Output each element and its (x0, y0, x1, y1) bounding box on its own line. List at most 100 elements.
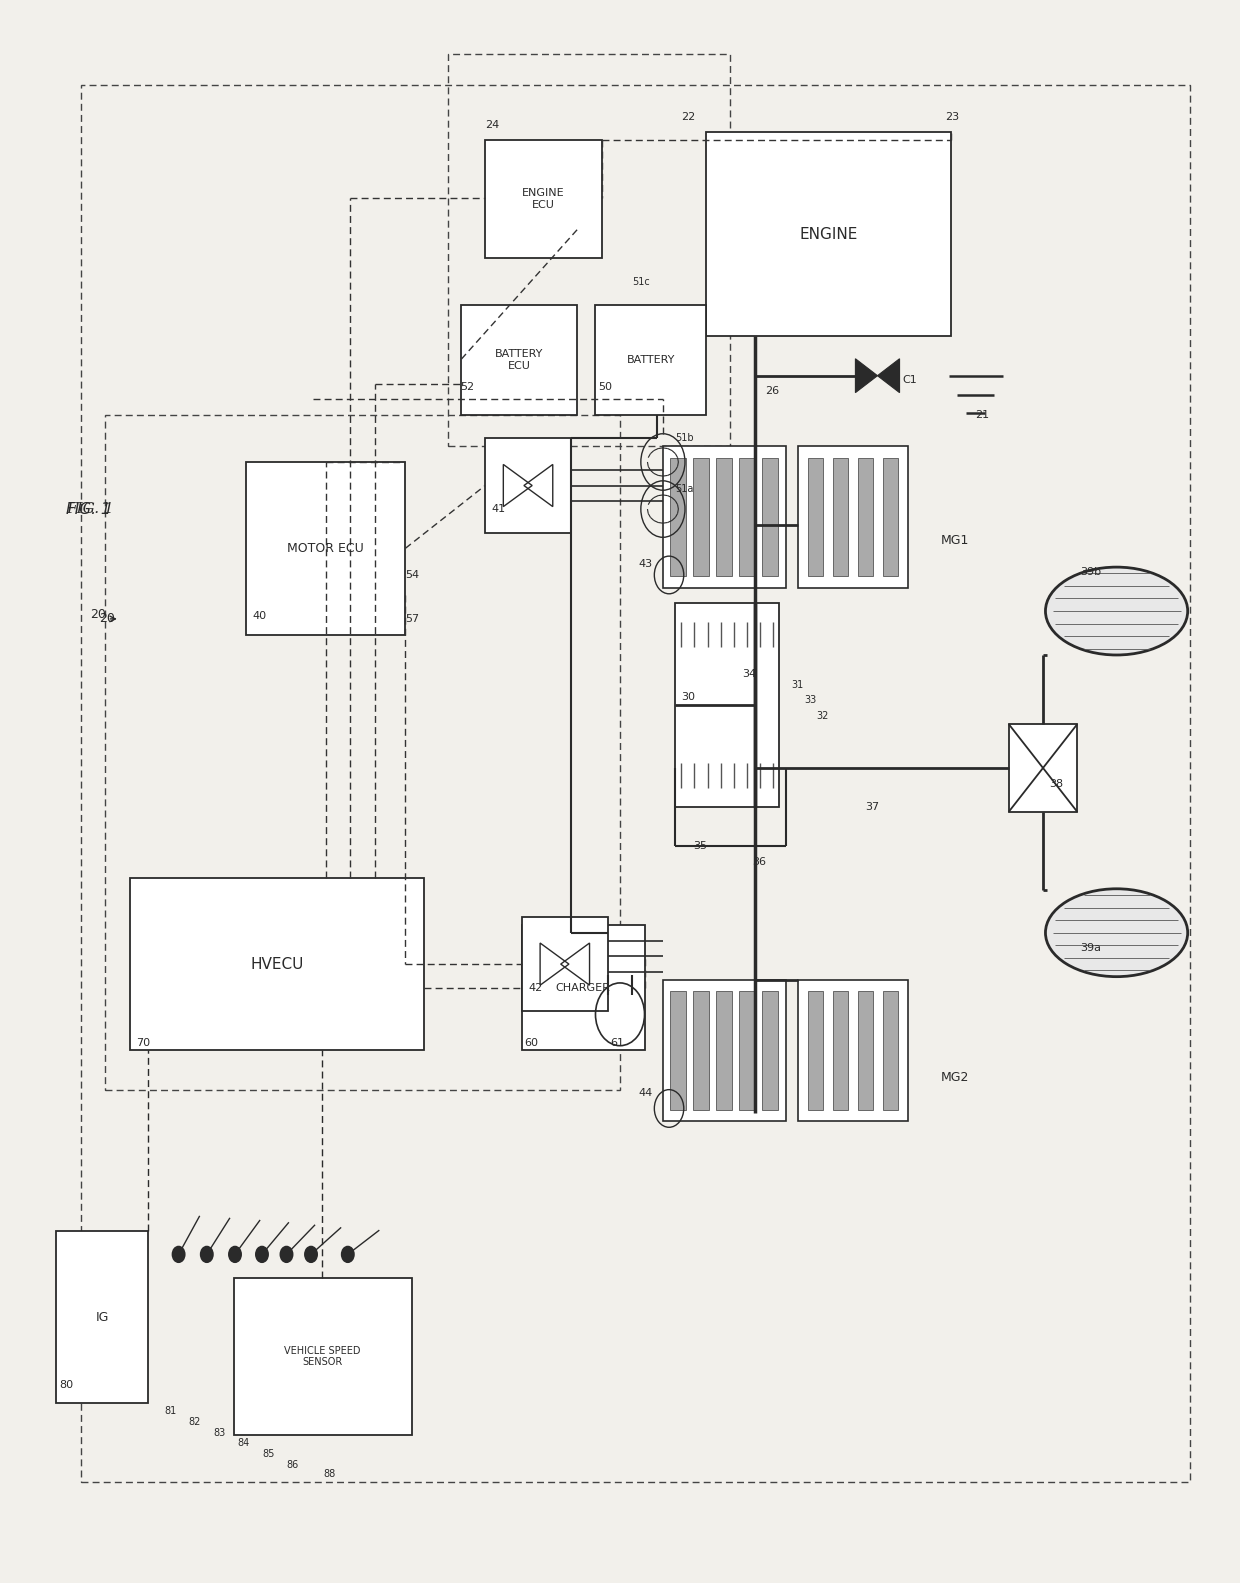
Text: 37: 37 (866, 803, 879, 812)
Text: 34: 34 (743, 668, 756, 679)
FancyBboxPatch shape (663, 446, 785, 587)
Text: 80: 80 (60, 1380, 74, 1390)
FancyBboxPatch shape (522, 924, 645, 1051)
Text: BATTERY
ECU: BATTERY ECU (495, 350, 543, 370)
Text: VEHICLE SPEED
SENSOR: VEHICLE SPEED SENSOR (284, 1346, 361, 1368)
Text: ENGINE: ENGINE (800, 226, 858, 242)
Text: 70: 70 (135, 1037, 150, 1048)
FancyBboxPatch shape (858, 457, 873, 576)
FancyBboxPatch shape (693, 457, 709, 576)
FancyBboxPatch shape (460, 306, 577, 415)
Text: 44: 44 (639, 1088, 652, 1097)
Circle shape (342, 1246, 353, 1262)
Text: 85: 85 (262, 1448, 274, 1458)
FancyBboxPatch shape (706, 133, 951, 337)
Text: 84: 84 (237, 1437, 249, 1448)
FancyBboxPatch shape (739, 991, 755, 1110)
Text: ENGINE
ECU: ENGINE ECU (522, 188, 564, 211)
Circle shape (229, 1246, 241, 1262)
Text: MG1: MG1 (941, 533, 970, 548)
FancyBboxPatch shape (522, 917, 608, 1012)
Text: 39b: 39b (1080, 567, 1101, 576)
Text: 61: 61 (610, 1037, 624, 1048)
FancyBboxPatch shape (717, 991, 732, 1110)
Circle shape (172, 1246, 185, 1262)
Text: 52: 52 (460, 382, 475, 391)
Text: 38: 38 (1049, 779, 1063, 788)
FancyBboxPatch shape (1008, 723, 1078, 812)
Text: 40: 40 (252, 611, 267, 621)
FancyBboxPatch shape (670, 991, 686, 1110)
FancyBboxPatch shape (883, 991, 898, 1110)
FancyBboxPatch shape (693, 991, 709, 1110)
FancyBboxPatch shape (675, 603, 780, 807)
Text: 86: 86 (286, 1460, 299, 1469)
FancyBboxPatch shape (763, 457, 779, 576)
Text: C1: C1 (901, 375, 916, 385)
FancyBboxPatch shape (670, 457, 686, 576)
FancyBboxPatch shape (808, 991, 822, 1110)
Text: 88: 88 (324, 1469, 336, 1479)
Text: 51a: 51a (675, 484, 693, 494)
FancyBboxPatch shape (485, 438, 570, 532)
Polygon shape (856, 359, 878, 393)
Circle shape (280, 1246, 293, 1262)
FancyBboxPatch shape (246, 462, 405, 635)
FancyBboxPatch shape (797, 446, 908, 587)
Text: 36: 36 (753, 856, 766, 867)
Text: MG2: MG2 (941, 1070, 970, 1084)
Ellipse shape (1045, 567, 1188, 655)
Text: CHARGER: CHARGER (556, 983, 610, 993)
Text: 23: 23 (945, 112, 959, 122)
Text: 31: 31 (791, 679, 804, 690)
Text: 41: 41 (491, 503, 506, 514)
Text: MOTOR ECU: MOTOR ECU (288, 541, 365, 554)
FancyBboxPatch shape (883, 457, 898, 576)
Text: FIG. 1: FIG. 1 (66, 502, 110, 516)
Text: 21: 21 (976, 410, 990, 419)
Text: 57: 57 (405, 614, 419, 624)
FancyBboxPatch shape (833, 457, 848, 576)
Text: 51c: 51c (632, 277, 650, 287)
Text: 50: 50 (598, 382, 611, 391)
Ellipse shape (1045, 888, 1188, 977)
FancyBboxPatch shape (739, 457, 755, 576)
FancyBboxPatch shape (763, 991, 779, 1110)
Text: 43: 43 (639, 559, 652, 568)
Text: 82: 82 (188, 1417, 201, 1428)
Text: BATTERY: BATTERY (626, 355, 675, 366)
FancyBboxPatch shape (808, 457, 822, 576)
Polygon shape (878, 359, 899, 393)
FancyBboxPatch shape (717, 457, 732, 576)
Text: 42: 42 (528, 983, 542, 993)
Text: 22: 22 (681, 112, 696, 122)
FancyBboxPatch shape (129, 879, 424, 1051)
Text: 60: 60 (525, 1037, 538, 1048)
FancyBboxPatch shape (485, 141, 601, 258)
Text: 24: 24 (485, 120, 500, 130)
Circle shape (305, 1246, 317, 1262)
FancyBboxPatch shape (663, 980, 785, 1121)
Text: FIG. 1: FIG. 1 (66, 502, 114, 516)
Text: 32: 32 (816, 711, 828, 722)
FancyBboxPatch shape (234, 1277, 412, 1434)
Text: 35: 35 (693, 842, 708, 852)
Circle shape (201, 1246, 213, 1262)
Text: 81: 81 (164, 1406, 176, 1417)
Text: 33: 33 (804, 695, 816, 706)
Text: 39a: 39a (1080, 943, 1101, 953)
Text: 51b: 51b (675, 434, 694, 443)
FancyBboxPatch shape (833, 991, 848, 1110)
Text: 26: 26 (765, 386, 779, 396)
Text: 20: 20 (91, 608, 107, 621)
Text: HVECU: HVECU (250, 956, 304, 972)
FancyBboxPatch shape (797, 980, 908, 1121)
Circle shape (255, 1246, 268, 1262)
Text: 54: 54 (405, 570, 419, 579)
FancyBboxPatch shape (56, 1232, 148, 1404)
Text: 83: 83 (213, 1428, 226, 1439)
Text: 20: 20 (99, 613, 115, 625)
Text: IG: IG (95, 1311, 109, 1323)
FancyBboxPatch shape (858, 991, 873, 1110)
FancyBboxPatch shape (595, 306, 706, 415)
